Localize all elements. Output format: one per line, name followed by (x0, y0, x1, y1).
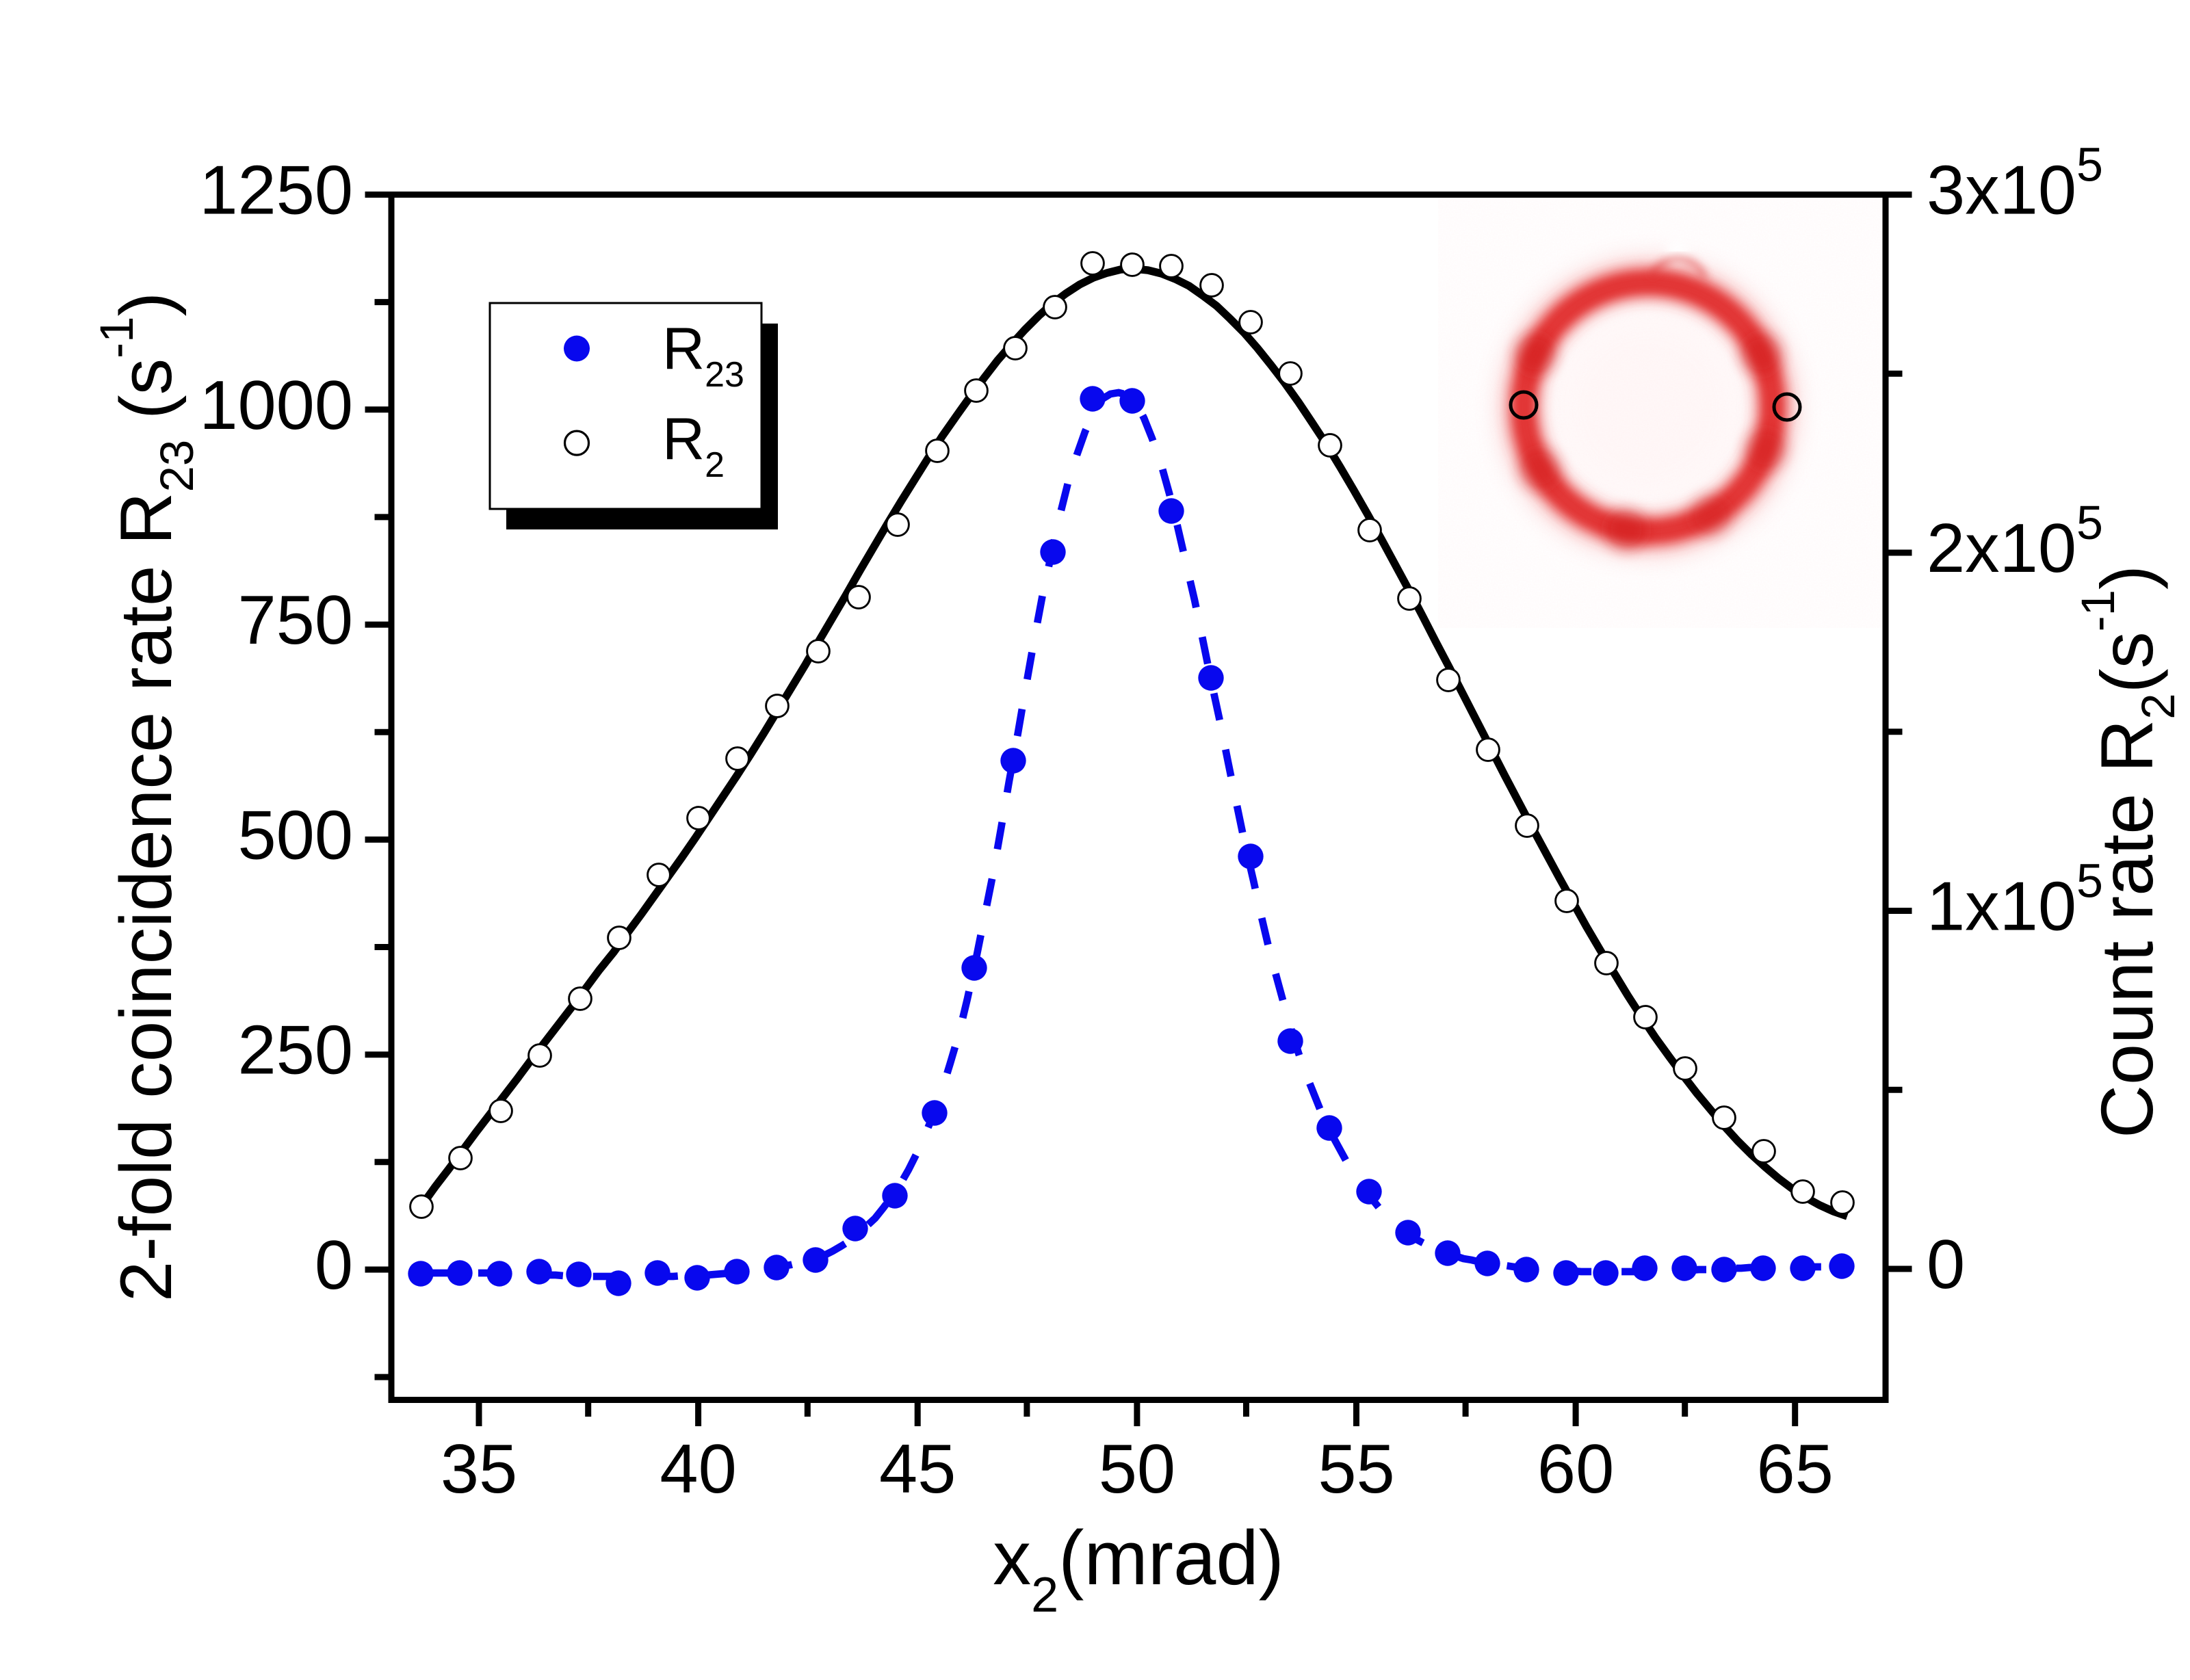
svg-text:0: 0 (315, 1227, 353, 1304)
svg-text:250: 250 (237, 1012, 353, 1089)
svg-text:1000: 1000 (199, 367, 353, 444)
svg-text:2x105: 2x105 (1927, 496, 2103, 587)
svg-text:55: 55 (1318, 1431, 1394, 1508)
svg-text:0: 0 (1927, 1226, 1965, 1303)
svg-text:1250: 1250 (199, 153, 353, 229)
svg-text:65: 65 (1757, 1431, 1834, 1508)
svg-text:500: 500 (237, 797, 353, 874)
svg-text:3x105: 3x105 (1927, 138, 2103, 229)
svg-text:60: 60 (1537, 1431, 1614, 1508)
svg-text:40: 40 (660, 1431, 736, 1508)
svg-text:1x105: 1x105 (1927, 854, 2103, 945)
svg-text:45: 45 (879, 1431, 956, 1508)
svg-text:750: 750 (237, 582, 353, 659)
svg-text:Count rate R2(s-1): Count rate R2(s-1) (2072, 565, 2185, 1138)
svg-text:35: 35 (441, 1431, 517, 1508)
svg-text:50: 50 (1099, 1431, 1175, 1508)
